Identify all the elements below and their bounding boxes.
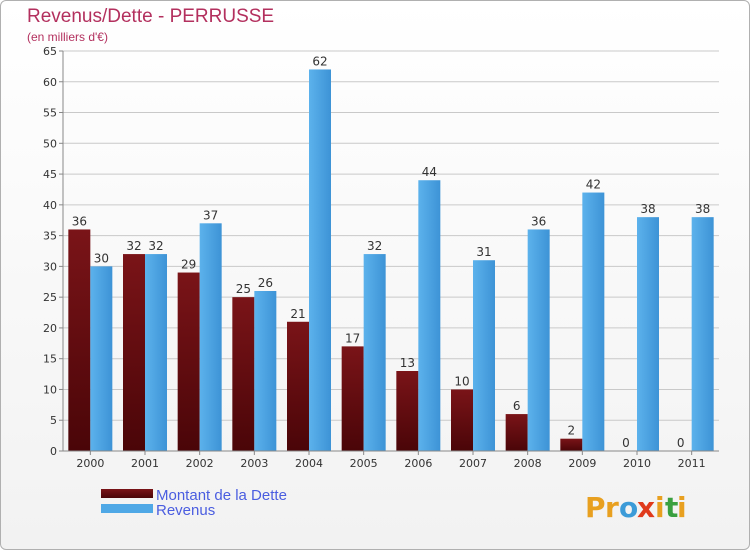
data-label-dette-2008: 6 <box>513 399 521 413</box>
chart-subtitle: (en milliers d'€) <box>27 30 108 44</box>
data-label-revenus-2007: 31 <box>476 245 491 259</box>
bar-dette-2005 <box>341 346 364 451</box>
data-label-revenus-2004: 62 <box>312 54 327 68</box>
y-tick-label: 35 <box>43 230 57 243</box>
x-tick-label: 2011 <box>678 457 706 470</box>
bar-revenus-2002 <box>199 223 222 451</box>
data-label-revenus-2005: 32 <box>367 239 382 253</box>
data-label-dette-2005: 17 <box>345 331 360 345</box>
data-label-revenus-2000: 30 <box>94 251 109 265</box>
bar-dette-2002 <box>177 272 200 451</box>
data-label-dette-2009: 2 <box>568 424 576 438</box>
x-tick-label: 2010 <box>623 457 651 470</box>
bar-dette-2009 <box>560 438 583 451</box>
data-label-revenus-2003: 26 <box>258 276 273 290</box>
brand-letter: i <box>655 491 665 524</box>
bar-revenus-2008 <box>527 229 550 451</box>
data-label-revenus-2009: 42 <box>586 178 601 192</box>
legend-swatch-dette <box>101 489 153 498</box>
bar-revenus-2009 <box>582 192 605 452</box>
x-tick-label: 2001 <box>131 457 159 470</box>
bar-dette-2006 <box>396 371 419 451</box>
data-label-dette-2000: 36 <box>72 214 87 228</box>
bar-dette-2004 <box>287 321 309 451</box>
y-tick-label: 50 <box>43 137 57 150</box>
x-tick-label: 2005 <box>350 457 378 470</box>
x-tick-label: 2002 <box>186 457 214 470</box>
data-label-dette-2002: 29 <box>181 258 196 272</box>
bar-revenus-2003 <box>254 291 277 451</box>
data-label-dette-2006: 13 <box>400 356 415 370</box>
bar-dette-2003 <box>232 297 255 451</box>
brand-letter: i <box>677 491 687 524</box>
data-label-dette-2003: 25 <box>236 282 251 296</box>
brand-letter: r <box>605 491 619 524</box>
x-tick-label: 2008 <box>514 457 542 470</box>
y-tick-label: 25 <box>43 291 57 304</box>
y-tick-label: 60 <box>43 76 57 89</box>
brand-letter: x <box>637 491 655 524</box>
bar-revenus-2006 <box>418 180 441 451</box>
data-label-dette-2001: 32 <box>126 239 141 253</box>
bar-dette-2000 <box>68 229 91 451</box>
y-tick-label: 30 <box>43 260 57 273</box>
x-tick-label: 2007 <box>459 457 487 470</box>
data-label-dette-2007: 10 <box>454 374 469 388</box>
y-tick-label: 45 <box>43 168 57 181</box>
legend: Montant de la Dette Revenus <box>101 487 287 519</box>
legend-label-revenus: Revenus <box>156 502 215 519</box>
data-label-revenus-2006: 44 <box>422 165 437 179</box>
y-tick-label: 55 <box>43 107 57 120</box>
x-tick-label: 2004 <box>295 457 323 470</box>
brand-letter: P <box>585 491 606 524</box>
data-label-revenus-2011: 38 <box>695 202 710 216</box>
x-tick-label: 2009 <box>568 457 596 470</box>
bar-dette-2001 <box>123 254 145 451</box>
brand-letter: o <box>619 491 638 524</box>
data-label-dette-2010: 0 <box>622 436 630 450</box>
y-tick-label: 40 <box>43 199 57 212</box>
y-tick-label: 0 <box>50 445 57 458</box>
bar-dette-2008 <box>505 414 528 451</box>
y-tick-label: 10 <box>43 383 57 396</box>
legend-label-dette: Montant de la Dette <box>156 487 287 504</box>
brand-letter: t <box>665 491 678 524</box>
data-label-dette-2004: 21 <box>290 307 305 321</box>
y-tick-label: 5 <box>50 414 57 427</box>
data-label-revenus-2002: 37 <box>203 208 218 222</box>
data-label-revenus-2010: 38 <box>640 202 655 216</box>
bar-revenus-2010 <box>637 217 659 451</box>
bar-dette-2007 <box>451 389 473 451</box>
x-tick-label: 2000 <box>76 457 104 470</box>
chart-title: Revenus/Dette - PERRUSSE <box>27 6 275 27</box>
data-label-revenus-2001: 32 <box>148 239 163 253</box>
bar-revenus-2004 <box>309 69 331 451</box>
y-tick-label: 65 <box>43 45 57 58</box>
bar-revenus-2005 <box>363 254 386 451</box>
x-tick-label: 2003 <box>240 457 268 470</box>
x-tick-label: 2006 <box>404 457 432 470</box>
bar-revenus-2000 <box>90 266 113 451</box>
y-tick-label: 20 <box>43 322 57 335</box>
bar-revenus-2011 <box>691 217 714 451</box>
y-tick-label: 15 <box>43 353 57 366</box>
bar-revenus-2007 <box>473 260 495 451</box>
bar-revenus-2001 <box>145 254 167 451</box>
data-label-revenus-2008: 36 <box>531 214 546 228</box>
data-label-dette-2011: 0 <box>677 436 685 450</box>
legend-swatch-revenus <box>101 504 153 513</box>
